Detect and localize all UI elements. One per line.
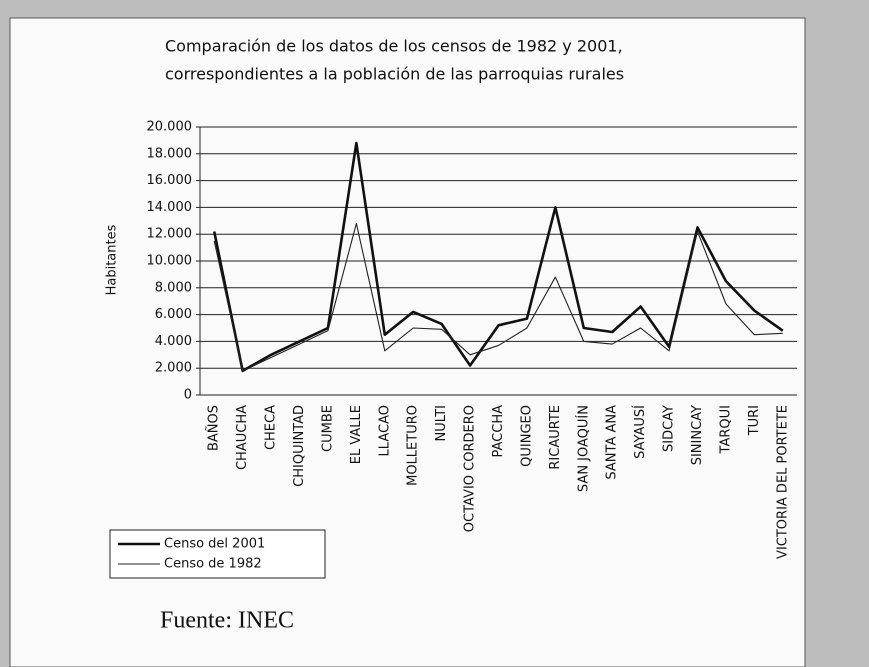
y-tick-label: 0: [184, 388, 192, 403]
x-tick-label: EL VALLE: [349, 405, 364, 464]
chart-title: Comparación de los datos de los censos d…: [165, 37, 623, 56]
y-tick-label: 10.000: [147, 254, 193, 269]
x-tick-label: CHECA: [264, 405, 279, 450]
y-tick-label: 12.000: [147, 227, 193, 242]
x-tick-label: TURI: [747, 405, 762, 436]
x-tick-label: VICTORIA DEL PORTETE: [775, 405, 790, 559]
chart-title: correspondientes a la población de las p…: [165, 65, 624, 84]
x-tick-label: RICAURTE: [548, 405, 563, 470]
x-tick-label: QUINGEO: [519, 405, 534, 467]
x-tick-label: SIDCAY: [662, 405, 677, 452]
x-tick-label: NULTI: [434, 405, 449, 441]
x-tick-label: TARQUI: [718, 405, 733, 454]
x-tick-label: PACCHA: [491, 405, 506, 458]
x-tick-label: CHIQUINTAD: [292, 405, 307, 487]
x-tick-label: SAN JOAQUÍN: [575, 405, 591, 492]
y-tick-label: 6.000: [155, 307, 192, 322]
source: Fuente: INEC: [160, 608, 294, 634]
x-tick-label: OCTAVIO CORDERO: [463, 405, 478, 532]
x-tick-label: MOLLETURO: [406, 405, 421, 486]
y-tick-label: 14.000: [147, 200, 193, 215]
legend-label: Censo de 1982: [164, 557, 262, 572]
series-line: [212, 141, 784, 373]
y-tick-label: 8.000: [155, 280, 192, 295]
x-tick-label: LLACAO: [377, 405, 392, 456]
x-tick-label: CUMBE: [320, 405, 335, 452]
x-tick-label: SININCAY: [690, 405, 705, 465]
legend-label: Censo del 2001: [164, 537, 265, 552]
x-tick-label: SANTA ANA: [605, 405, 620, 480]
series-line: [213, 222, 783, 372]
legend-box: [109, 529, 326, 579]
y-tick-label: 18.000: [147, 146, 193, 161]
x-tick-label: SAYAUSÍ: [632, 405, 648, 459]
y-tick-label: 20.000: [147, 120, 193, 135]
y-tick-label: 4.000: [155, 334, 192, 349]
y-tick-label: 16.000: [147, 173, 193, 188]
x-tick-label: CHAUCHA: [235, 405, 250, 470]
y-tick-label: 2.000: [155, 361, 192, 376]
x-tick-label: BAÑOS: [206, 405, 222, 451]
y-axis-label: Habitantes: [105, 224, 120, 295]
